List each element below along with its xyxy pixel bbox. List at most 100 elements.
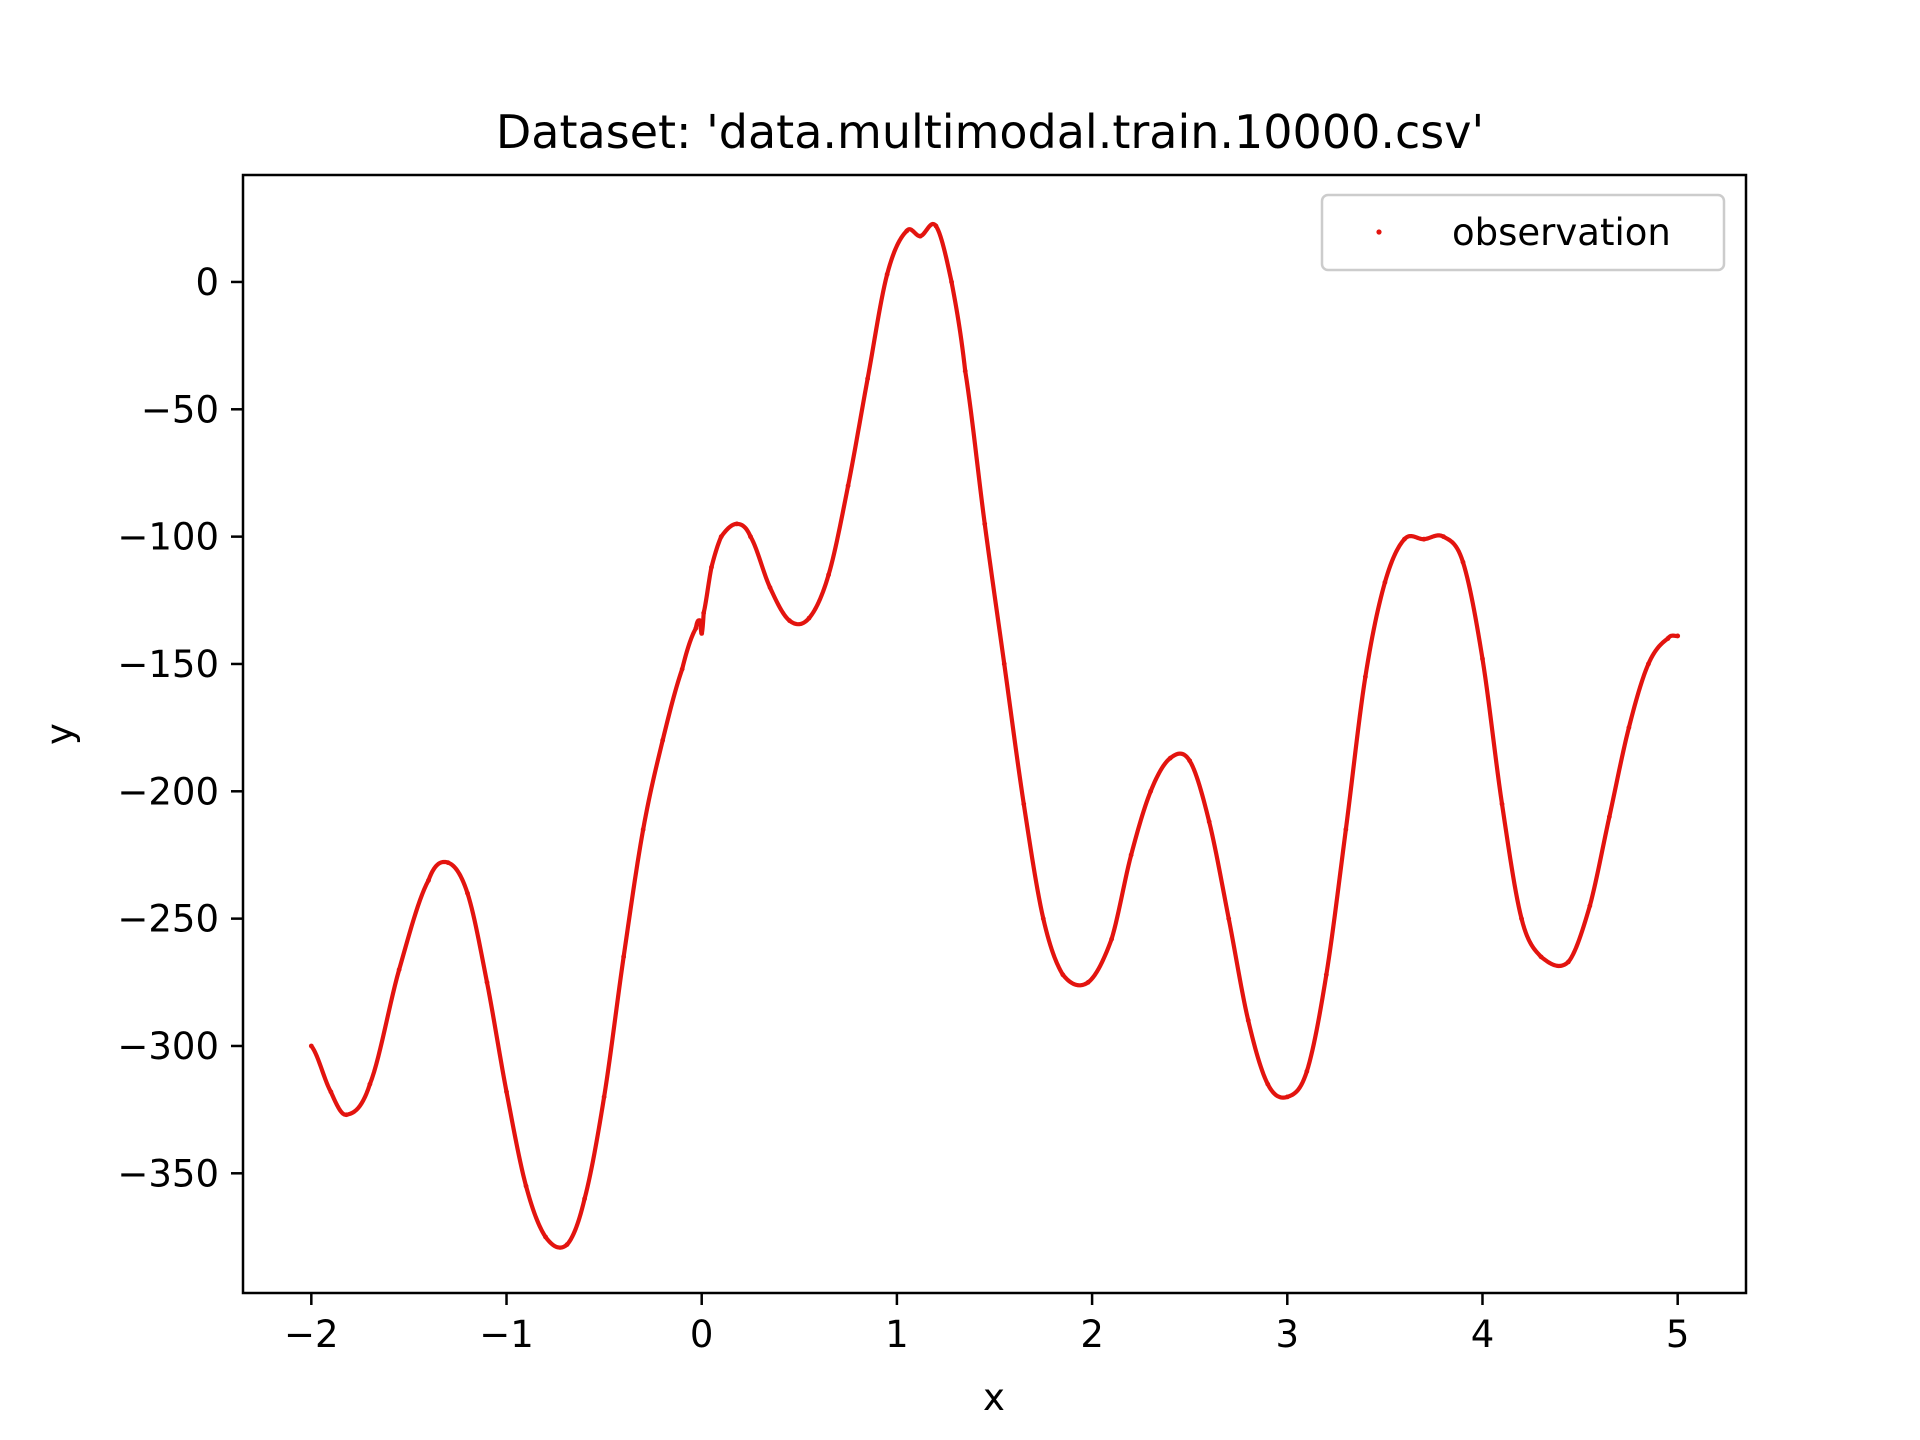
- observation-point: [1441, 534, 1446, 540]
- plot-frame: [241, 173, 1748, 1295]
- observation-point: [1519, 916, 1524, 922]
- y-axis-label: y: [38, 723, 81, 745]
- observation-point: [904, 228, 910, 234]
- observation-point: [917, 233, 923, 239]
- legend-marker-observation: [1376, 229, 1382, 235]
- y-tick-label: −300: [117, 1025, 219, 1068]
- legend-box: [1320, 193, 1726, 272]
- y-tick-label: −250: [117, 898, 219, 941]
- observation-point: [701, 610, 707, 616]
- observation-point: [523, 1183, 529, 1189]
- observation-point: [709, 564, 714, 570]
- observation-point: [949, 279, 954, 285]
- observation-point: [1187, 758, 1193, 764]
- series-observation: [308, 221, 1681, 1250]
- x-tick-label: 1: [885, 1313, 909, 1356]
- observation-point: [734, 521, 740, 527]
- observation-point: [699, 631, 705, 636]
- chart-title: Dataset: 'data.multimodal.train.10000.cs…: [496, 105, 1484, 159]
- plot-area: [241, 173, 1748, 1295]
- observation-point: [1538, 954, 1544, 960]
- observation-point: [718, 534, 724, 540]
- observation-point: [640, 827, 646, 832]
- observation-point: [426, 878, 431, 883]
- observation-point: [1587, 903, 1593, 909]
- observation-point: [308, 1043, 314, 1049]
- observation-point: [1402, 536, 1407, 542]
- observation-point: [1323, 972, 1329, 978]
- observation-point: [1362, 674, 1368, 680]
- observation-point: [1480, 656, 1485, 662]
- observation-point: [1021, 801, 1027, 807]
- observation-point: [962, 368, 968, 374]
- observation-point: [1148, 788, 1154, 794]
- observation-point: [1646, 661, 1651, 667]
- observation-point: [1060, 972, 1066, 978]
- observation-point: [767, 585, 773, 590]
- observation-point: [1128, 852, 1134, 858]
- observation-point: [1665, 636, 1671, 641]
- observation-point: [1265, 1081, 1271, 1087]
- observation-point: [367, 1081, 373, 1087]
- observation-point: [621, 954, 627, 960]
- observation-point: [564, 1242, 570, 1248]
- observation-point: [1284, 1094, 1290, 1100]
- observation-point: [1206, 819, 1212, 825]
- observation-point: [826, 572, 831, 578]
- observation-point: [543, 1234, 548, 1240]
- observation-point: [1382, 580, 1388, 585]
- observation-point: [484, 979, 490, 985]
- observation-point: [1499, 801, 1505, 807]
- observation-point: [1565, 959, 1571, 965]
- observation-point: [865, 376, 871, 382]
- observation-point: [1001, 661, 1007, 667]
- x-tick-label: −2: [284, 1313, 339, 1356]
- observation-point: [748, 534, 753, 540]
- y-tick-label: −200: [117, 770, 219, 813]
- legend-entry-observation: observation: [1452, 211, 1671, 254]
- observation-point: [465, 890, 470, 896]
- observation-point: [1245, 1018, 1251, 1023]
- observation-point: [1226, 916, 1232, 922]
- y-tick-label: −50: [141, 388, 219, 431]
- observation-point: [344, 1112, 349, 1118]
- y-tick-label: −150: [117, 643, 219, 686]
- observation-point: [1085, 979, 1091, 985]
- observation-point: [679, 666, 685, 672]
- observation-point: [1421, 536, 1427, 542]
- observation-point: [697, 618, 703, 624]
- observation-point: [1460, 559, 1466, 565]
- observation-point: [1626, 725, 1632, 731]
- y-axis: 0 −50 −100 −150 −200 −250 −300 −350: [117, 261, 243, 1195]
- observation-point: [445, 860, 451, 866]
- observation-point: [787, 618, 792, 624]
- x-tick-label: 0: [690, 1313, 714, 1356]
- x-tick-label: 2: [1080, 1313, 1104, 1356]
- x-axis-label: x: [983, 1376, 1005, 1419]
- x-tick-label: −1: [479, 1313, 534, 1356]
- legend: observation: [1320, 193, 1726, 272]
- observation-point: [660, 737, 666, 743]
- observation-point: [1040, 916, 1046, 922]
- x-tick-label: 5: [1666, 1313, 1690, 1356]
- observation-point: [1343, 827, 1349, 832]
- observation-point: [601, 1094, 607, 1100]
- observation-point: [933, 223, 939, 229]
- observation-point: [1675, 633, 1681, 639]
- observation-point: [1167, 755, 1173, 761]
- observation-point: [693, 625, 699, 631]
- x-axis: −2 −1 0 1 2 3 4 5: [284, 1293, 1689, 1356]
- y-tick-label: 0: [195, 261, 219, 304]
- observation-point: [504, 1089, 509, 1095]
- observation-point: [806, 615, 812, 621]
- y-tick-label: −350: [117, 1152, 219, 1195]
- x-tick-label: 3: [1276, 1313, 1300, 1356]
- observation-point: [582, 1196, 587, 1202]
- observation-point: [1109, 936, 1115, 942]
- observation-point: [845, 483, 851, 489]
- x-tick-label: 4: [1471, 1313, 1495, 1356]
- observation-point: [1304, 1069, 1310, 1074]
- observation-point: [396, 967, 402, 972]
- observation-point: [328, 1089, 334, 1095]
